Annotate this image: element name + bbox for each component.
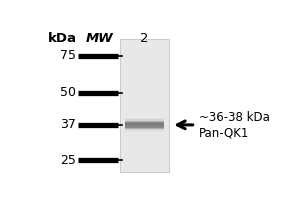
Text: kDa: kDa: [48, 32, 77, 45]
Text: ~36-38 kDa: ~36-38 kDa: [199, 111, 270, 124]
Bar: [120, 39, 169, 172]
Text: MW: MW: [85, 32, 113, 45]
Text: 2: 2: [140, 32, 149, 45]
Text: 75: 75: [60, 49, 76, 62]
Text: 37: 37: [60, 118, 76, 131]
Text: 50: 50: [60, 86, 76, 99]
Text: Pan-QK1: Pan-QK1: [199, 126, 250, 139]
Text: 25: 25: [60, 154, 76, 167]
